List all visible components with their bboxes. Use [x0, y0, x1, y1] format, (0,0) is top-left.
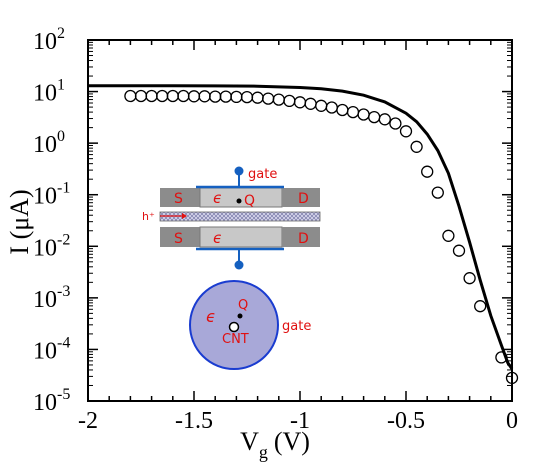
data-point [389, 117, 402, 130]
data-point [357, 108, 370, 121]
data-point [124, 89, 137, 103]
data-point [336, 103, 349, 117]
data-point [368, 110, 381, 124]
y-tick-label: 10-4 [33, 334, 70, 364]
data-point [431, 186, 444, 199]
top-drain-label: D [298, 191, 309, 207]
axis-ticks [87, 39, 513, 402]
top-source-contact [160, 188, 200, 207]
y-tick-labels: 102 101 100 10-1 10-2 10-3 10-4 10-5 [33, 25, 70, 416]
top-gate-label: gate [248, 167, 277, 182]
bottom-epsilon-label: ϵ [213, 229, 222, 247]
x-tick-labels: -2 -1.5 -1 -0.5 0 [78, 408, 518, 434]
data-point [166, 89, 179, 103]
data-point [399, 125, 413, 138]
series-line-path [88, 84, 514, 370]
x-tick-label: -2 [78, 408, 98, 434]
data-point [272, 93, 285, 106]
data-point [325, 101, 338, 114]
data-point [304, 97, 317, 110]
cross-section-schematic: ϵ Q CNT gate [189, 280, 311, 370]
x-tick-label: 0 [506, 408, 518, 434]
y-tick-label: 10-3 [33, 283, 70, 313]
hole-arrow-head [182, 213, 187, 219]
series-circles [124, 89, 519, 385]
x-axis-title: Vg (V) [240, 427, 310, 462]
data-point [145, 89, 158, 103]
cross-charge-dot [237, 313, 243, 319]
series-line [88, 84, 514, 370]
cross-gate-label: gate [282, 319, 311, 334]
data-point [452, 244, 466, 257]
data-point [474, 300, 487, 313]
top-charge-label: Q [244, 193, 255, 209]
data-point [209, 90, 222, 103]
data-point [283, 94, 296, 108]
charge-dot [236, 198, 242, 204]
hole-label: h⁺ [142, 210, 155, 223]
y-tick-label: 102 [33, 25, 65, 55]
y-tick-label: 10-2 [33, 231, 70, 261]
data-point [410, 140, 423, 153]
x-tick-label: -0.5 [387, 408, 425, 434]
top-drain-contact [282, 188, 320, 207]
data-point [442, 229, 455, 242]
data-point [262, 92, 275, 105]
bottom-gate-terminal [234, 260, 244, 270]
cross-epsilon-label: ϵ [206, 307, 216, 326]
x-tick-label: -1 [290, 408, 310, 434]
data-point [240, 90, 254, 104]
cross-charge-label: Q [238, 298, 248, 313]
data-point [230, 90, 243, 104]
data-point [187, 90, 201, 103]
data-point [219, 90, 232, 103]
data-point [251, 91, 264, 104]
y-tick-label: 100 [33, 128, 65, 158]
data-point [495, 351, 508, 364]
device-schematic: gate S ϵ Q D h⁺ S ϵ D [142, 166, 321, 270]
data-point [198, 90, 211, 103]
data-point [463, 272, 476, 285]
data-point [315, 99, 328, 112]
y-tick-label: 10-1 [33, 180, 70, 210]
bottom-drain-label: D [298, 231, 309, 247]
bottom-source-label: S [174, 231, 183, 247]
y-tick-label: 101 [33, 77, 65, 107]
bottom-drain-contact [282, 227, 320, 247]
data-point [293, 96, 307, 109]
data-point [346, 105, 360, 119]
x-tick-label: -1.5 [175, 408, 213, 434]
data-point [156, 89, 169, 103]
data-point [505, 371, 519, 385]
top-epsilon-label: ϵ [213, 189, 222, 207]
data-point [134, 89, 148, 103]
top-source-label: S [174, 191, 183, 207]
data-point [421, 165, 434, 178]
y-tick-label: 10-5 [33, 386, 70, 416]
cnt-marker [228, 321, 240, 333]
top-gate-terminal [234, 166, 244, 176]
data-point [378, 113, 391, 126]
data-point [177, 89, 190, 103]
y-axis-title: I (μA) [5, 189, 34, 254]
cnt-label: CNT [222, 332, 249, 347]
bottom-source-contact [160, 227, 200, 247]
